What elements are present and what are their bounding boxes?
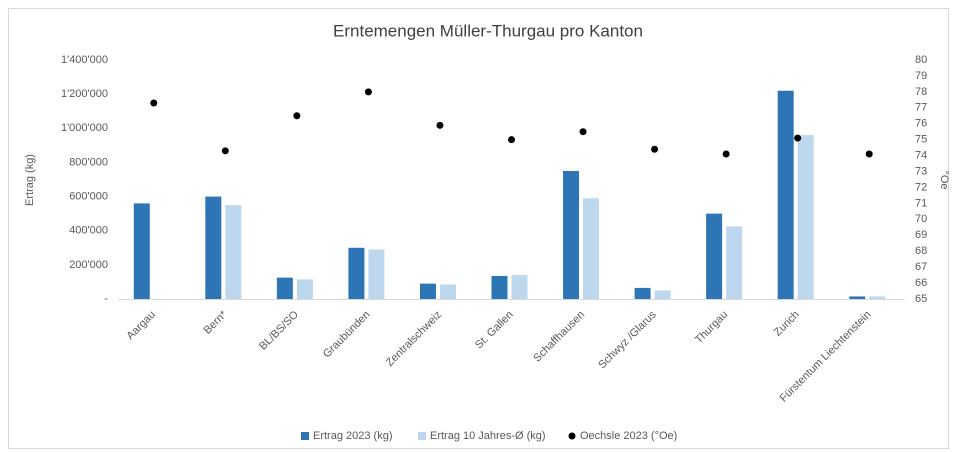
y-tick-label: 1'200'000 [61,88,108,100]
dot [508,136,515,144]
y2-tick-label: 70 [915,213,927,225]
y2-tick-label: 75 [915,134,927,146]
y2-tick-label: 66 [915,277,927,289]
bar [133,203,150,299]
legend-label: Oechsle 2023 (°Oe) [580,430,677,442]
dot [865,150,873,158]
y-tick-label: - [104,293,108,305]
dot [579,128,587,136]
bar [583,198,600,299]
bar [439,284,456,299]
bar [296,279,313,299]
y2-tick-label: 65 [915,293,927,305]
bar [726,226,743,299]
dot [722,150,730,158]
bar [348,247,365,299]
y-tick-label: 1'000'000 [61,122,108,134]
bar [276,277,293,299]
y2-tick-label: 79 [915,70,927,82]
y-tick-label: 600'000 [69,190,108,202]
bar [869,296,886,299]
y-tick-label: 800'000 [69,156,108,168]
y-tick-label: 400'000 [69,225,108,237]
bar [368,249,385,299]
y2-tick-label: 68 [915,245,927,257]
y2-tick-label: 78 [915,86,927,98]
legend-swatch [418,432,426,440]
dot [293,112,301,120]
bar [225,205,242,299]
legend-label: Ertrag 10 Jahres-Ø (kg) [430,430,546,442]
dot [150,99,158,107]
legend-swatch [568,432,576,440]
bar [777,90,794,299]
dot [364,88,372,96]
y2-tick-label: 76 [915,118,927,130]
bar [706,213,723,299]
bar [511,275,528,299]
y2-axis-label: °Oe [938,170,950,189]
dot [651,145,659,153]
y2-tick-label: 72 [915,181,927,193]
legend-label: Ertrag 2023 (kg) [313,430,392,442]
chart-title: Erntemengen Müller-Thurgau pro Kanton [333,21,643,40]
y2-tick-label: 67 [915,261,927,273]
bar [205,196,222,299]
y-axis-label: Ertrag (kg) [24,154,36,206]
y2-tick-label: 71 [915,197,927,209]
dot [221,147,229,155]
bar [797,135,814,299]
bar [634,287,651,299]
y2-tick-label: 73 [915,165,927,177]
y-tick-label: 200'000 [69,259,108,271]
y2-tick-label: 74 [915,150,927,162]
legend-swatch [301,432,309,440]
bar [849,296,866,299]
y2-tick-label: 69 [915,229,927,241]
bar [491,275,508,299]
y2-tick-label: 77 [915,102,927,114]
bar [654,290,671,299]
dot [436,121,444,129]
bar [419,283,436,299]
y2-tick-label: 80 [915,54,927,66]
dot [794,134,802,142]
bar [563,170,580,299]
y-tick-label: 1'400'000 [61,54,108,66]
